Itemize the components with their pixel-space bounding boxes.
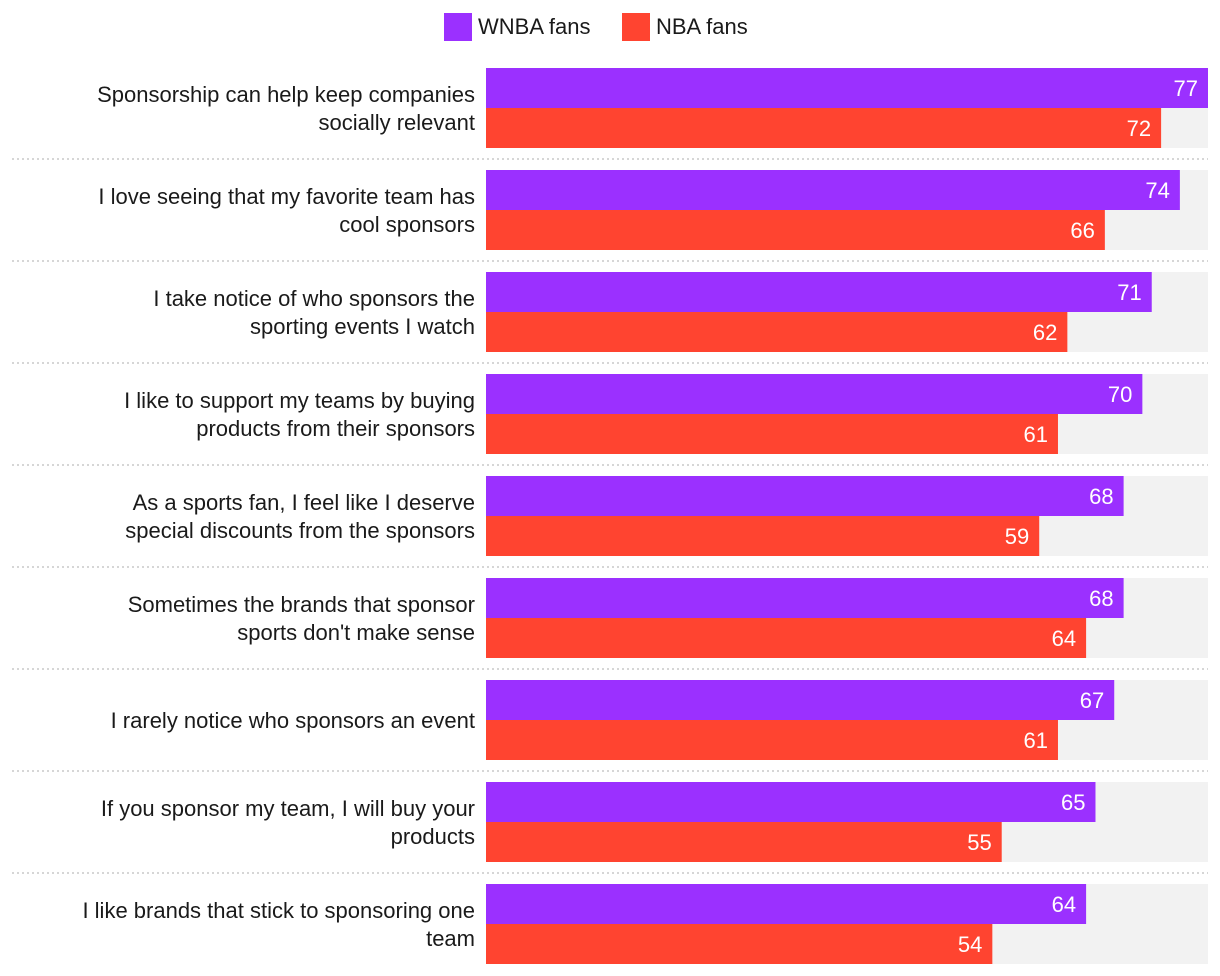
wnba-value-label: 77: [1174, 76, 1198, 101]
category-label: I like to support my teams by buying prod…: [124, 388, 475, 441]
wnba-value-label: 68: [1089, 586, 1113, 611]
nba-bar: [486, 108, 1162, 148]
legend-item-nba: NBA fans: [622, 13, 748, 41]
wnba-bar: [486, 374, 1143, 414]
nba-bar: [486, 516, 1040, 556]
nba-value-label: 54: [958, 932, 982, 957]
nba-value-label: 59: [1005, 524, 1029, 549]
wnba-bar: [486, 680, 1115, 720]
wnba-value-label: 70: [1108, 382, 1132, 407]
category-label: If you sponsor my team, I will buy your p…: [101, 796, 475, 849]
nba-bar: [486, 210, 1105, 250]
nba-bar: [486, 822, 1002, 862]
nba-bar: [486, 924, 993, 964]
category-label: I like brands that stick to sponsoring o…: [82, 898, 475, 951]
nba-value-label: 66: [1070, 218, 1094, 243]
legend-swatch-wnba: [444, 13, 472, 41]
category-label: Sometimes the brands that sponsor sports …: [128, 592, 475, 645]
nba-bar: [486, 312, 1068, 352]
wnba-bar: [486, 782, 1096, 822]
nba-bar: [486, 414, 1058, 454]
wnba-bar: [486, 476, 1124, 516]
wnba-bar: [486, 170, 1180, 210]
wnba-bar: [486, 68, 1208, 108]
legend-label-wnba: WNBA fans: [478, 14, 591, 39]
category-label: I take notice of who sponsors the sportin…: [153, 286, 475, 339]
nba-value-label: 62: [1033, 320, 1057, 345]
wnba-bar: [486, 578, 1124, 618]
nba-value-label: 64: [1052, 626, 1076, 651]
wnba-value-label: 67: [1080, 688, 1104, 713]
category-label: As a sports fan, I feel like I deserve sp…: [125, 490, 475, 543]
nba-value-label: 55: [967, 830, 991, 855]
legend-label-nba: NBA fans: [656, 14, 748, 39]
wnba-bar: [486, 884, 1087, 924]
nba-value-label: 61: [1023, 422, 1047, 447]
nba-value-label: 61: [1023, 728, 1047, 753]
legend-swatch-nba: [622, 13, 650, 41]
chart-legend: WNBA fans NBA fans: [0, 10, 1220, 42]
nba-bar: [486, 618, 1087, 658]
wnba-bar: [486, 272, 1152, 312]
wnba-value-label: 71: [1117, 280, 1141, 305]
wnba-value-label: 74: [1145, 178, 1169, 203]
legend-item-wnba: WNBA fans: [444, 13, 590, 41]
category-label: Sponsorship can help keep companies socia…: [97, 82, 475, 135]
nba-value-label: 72: [1127, 116, 1151, 141]
wnba-value-label: 64: [1052, 892, 1076, 917]
category-label: I love seeing that my favorite team has c…: [98, 184, 475, 237]
category-label: I rarely notice who sponsors an event: [111, 708, 475, 733]
wnba-value-label: 68: [1089, 484, 1113, 509]
wnba-value-label: 65: [1061, 790, 1085, 815]
nba-bar: [486, 720, 1058, 760]
